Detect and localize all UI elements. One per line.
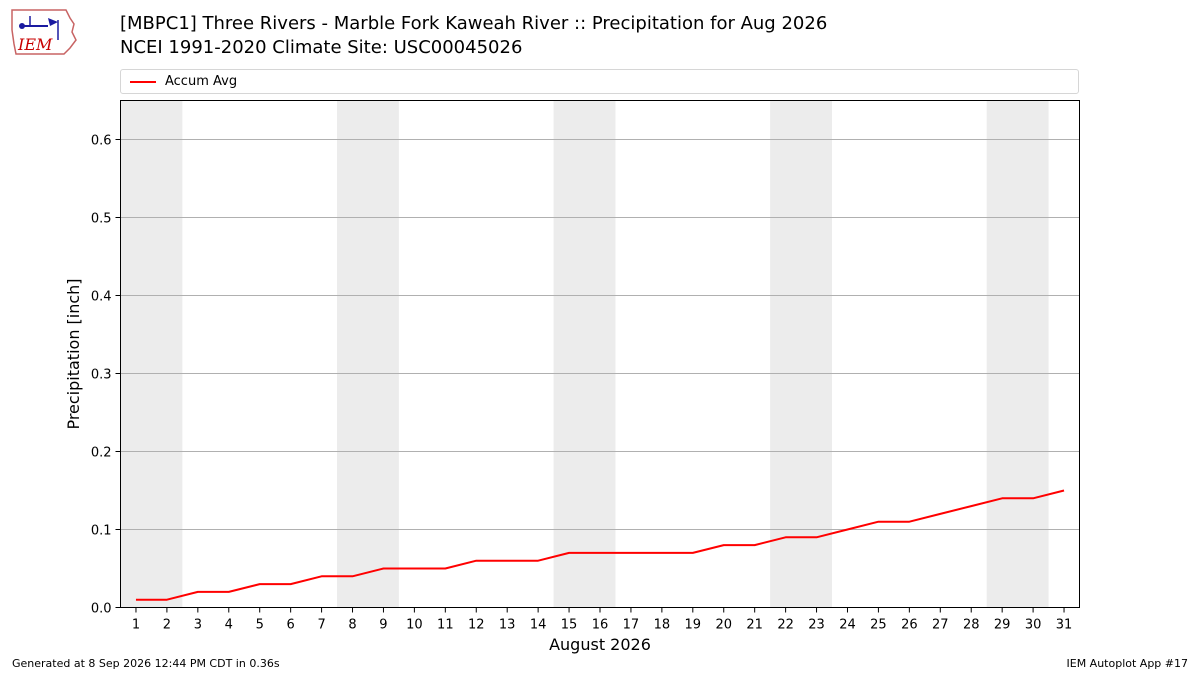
x-tick-label: 19 [685, 618, 702, 633]
logo-text: IEM [17, 35, 53, 54]
x-tick-label: 11 [437, 618, 454, 633]
series-layer [135, 489, 1065, 601]
x-tick-label: 21 [746, 618, 763, 633]
x-tick-label: 16 [592, 618, 609, 633]
footer-generated: Generated at 8 Sep 2026 12:44 PM CDT in … [12, 657, 280, 670]
y-tick-label: 0.2 [91, 446, 112, 461]
y-axis-label: Precipitation [inch] [64, 278, 83, 429]
chart-title: [MBPC1] Three Rivers - Marble Fork Kawea… [120, 13, 828, 34]
weekend-band-2 [553, 100, 616, 608]
x-tick-label: 27 [932, 618, 949, 633]
x-tick-label: 1 [132, 618, 140, 633]
x-tick-label: 13 [499, 618, 516, 633]
x-tick-label: 24 [839, 618, 856, 633]
legend: Accum Avg [120, 69, 1079, 94]
x-tick-label: 12 [468, 618, 485, 633]
x-axis-label: August 2026 [549, 635, 651, 654]
footer-app: IEM Autoplot App #17 [1066, 657, 1189, 670]
x-tick-label: 31 [1056, 618, 1073, 633]
legend-label-accum-avg: Accum Avg [165, 74, 238, 89]
x-tick-label: 28 [963, 618, 980, 633]
x-tick-label: 5 [256, 618, 264, 633]
x-tick-label: 4 [225, 618, 233, 633]
x-axis-ticks: 1 2 3 4 5 6 7 8 9 10 11 12 13 14 15 16 17 18 19 20 21 22 23 24 2… [132, 607, 1073, 633]
x-tick-label: 29 [994, 618, 1011, 633]
chart-subtitle: NCEI 1991-2020 Climate Site: USC00045026 [120, 37, 523, 58]
legend-swatch-accum-avg [130, 81, 156, 83]
x-tick-label: 25 [870, 618, 887, 633]
y-tick-label: 0.5 [91, 212, 112, 227]
y-tick-label: 0.6 [91, 134, 112, 149]
weekend-shading [120, 100, 1049, 608]
weekend-band-1 [337, 100, 399, 608]
x-tick-label: 26 [901, 618, 918, 633]
x-tick-label: 8 [348, 618, 356, 633]
y-axis-ticks: 0.0 0.1 0.2 0.3 0.4 0.5 0.6 [91, 134, 121, 617]
iem-logo: IEM [8, 6, 80, 58]
x-tick-label: 18 [654, 618, 671, 633]
weekend-band-0 [120, 100, 183, 608]
x-tick-label: 30 [1025, 618, 1042, 633]
x-tick-label: 9 [379, 618, 387, 633]
weekend-band-3 [770, 100, 833, 608]
x-tick-label: 15 [561, 618, 578, 633]
y-gridlines [120, 139, 1080, 530]
x-tick-label: 2 [163, 618, 171, 633]
x-tick-label: 14 [530, 618, 547, 633]
x-tick-label: 17 [623, 618, 640, 633]
x-tick-label: 3 [194, 618, 202, 633]
weekend-band-4 [986, 100, 1049, 608]
x-tick-label: 6 [287, 618, 295, 633]
x-tick-label: 23 [808, 618, 825, 633]
x-tick-label: 22 [777, 618, 794, 633]
x-tick-label: 20 [715, 618, 732, 633]
y-tick-label: 0.0 [91, 602, 112, 617]
x-tick-label: 10 [406, 618, 423, 633]
y-tick-label: 0.4 [91, 290, 112, 305]
x-tick-label: 7 [317, 618, 325, 633]
y-tick-label: 0.1 [91, 524, 112, 539]
y-tick-label: 0.3 [91, 368, 112, 383]
